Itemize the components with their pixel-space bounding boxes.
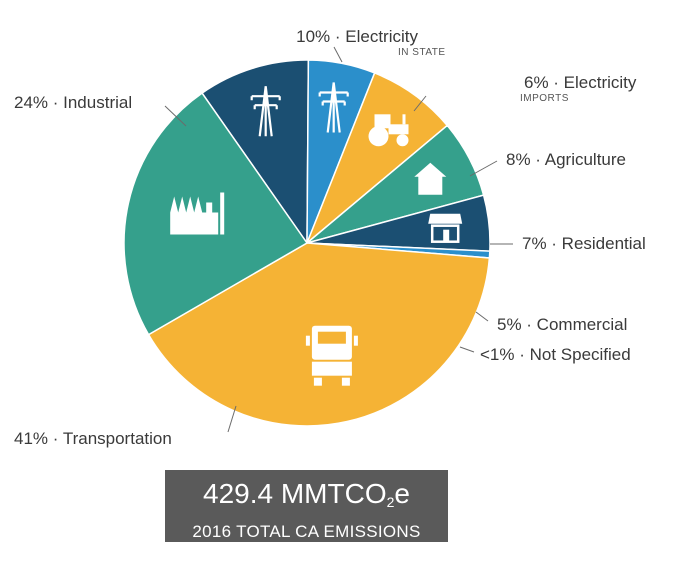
leader-line-transportation: [227, 405, 237, 433]
slice-label-commercial: 5% · Commercial: [497, 315, 627, 334]
slice-label-residential: 7% · Residential: [522, 234, 646, 253]
slice-sublabel-electricity-imports: IMPORTS: [520, 93, 569, 104]
factory-icon: [170, 192, 225, 235]
tractor-icon: [368, 114, 409, 147]
leader-line-electricity-in-state: [333, 46, 343, 63]
slice-label-transportation: 41% · Transportation: [14, 429, 172, 448]
storefront-icon: [428, 213, 463, 243]
leader-line-commercial: [475, 311, 489, 322]
power-tower-icon: [250, 86, 281, 137]
leader-line-industrial: [164, 105, 187, 127]
leader-line-not-specified: [459, 346, 475, 353]
power-tower-icon: [318, 82, 349, 133]
leader-line-agriculture: [469, 160, 498, 177]
slice-label-electricity-imports: 6% · Electricity: [524, 73, 637, 92]
total-emissions-box: 429.4 MMTCO2e 2016 TOTAL CA EMISSIONS: [165, 470, 448, 542]
pie-slice-electricity-in-state: [200, 59, 310, 246]
total-emissions-caption: 2016 TOTAL CA EMISSIONS: [192, 522, 421, 541]
leader-line-electricity-imports: [413, 95, 427, 112]
slice-label-agriculture: 8% · Agriculture: [506, 150, 626, 169]
truck-icon: [305, 325, 358, 386]
total-emissions-value: 429.4 MMTCO2e: [203, 478, 410, 510]
house-icon: [414, 162, 447, 195]
slice-sublabel-electricity-in-state: IN STATE: [398, 47, 446, 58]
slice-label-not-specified: <1% · Not Specified: [480, 345, 631, 364]
slice-label-electricity-in-state: 10% · Electricity: [296, 27, 418, 46]
slice-label-industrial: 24% · Industrial: [14, 93, 132, 112]
pie-slice-agriculture: [306, 71, 449, 244]
